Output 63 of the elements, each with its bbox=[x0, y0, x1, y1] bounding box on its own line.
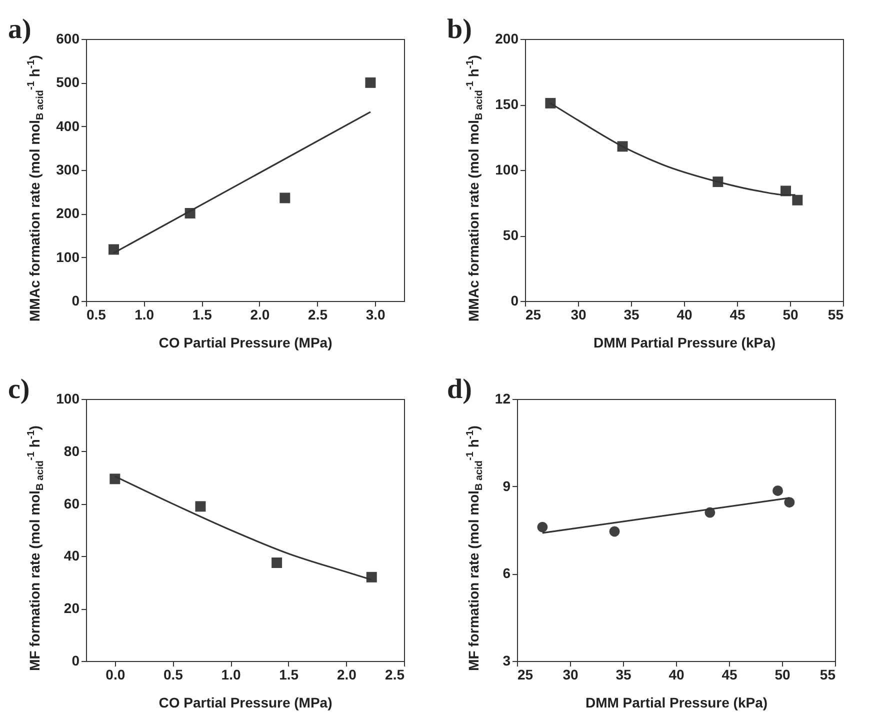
y-tick-label: 500 bbox=[56, 74, 80, 90]
y-tick-label: 0 bbox=[510, 292, 519, 308]
y-tick-label: 6 bbox=[502, 565, 511, 582]
y-tick-label: 150 bbox=[495, 96, 519, 112]
chart-title: a) bbox=[8, 14, 32, 46]
x-axis-title: CO Partial Pressure (MPa) bbox=[158, 694, 332, 710]
x-tick-label: 0.0 bbox=[106, 666, 126, 682]
x-tick-label: 40 bbox=[668, 666, 684, 682]
chart-title: d) bbox=[447, 374, 472, 406]
chart-title: b) bbox=[447, 14, 472, 46]
x-axis-title: CO Partial Pressure (MPa) bbox=[158, 334, 332, 350]
point bbox=[365, 77, 376, 88]
x-tick-label: 2.0 bbox=[250, 306, 270, 322]
x-axis-title: DMM Partial Pressure (kPa) bbox=[585, 694, 768, 710]
point bbox=[272, 558, 282, 568]
x-tick-label: 2.5 bbox=[308, 306, 328, 322]
x-tick-label: 1.5 bbox=[279, 666, 299, 682]
x-tick-label: 50 bbox=[782, 306, 798, 322]
y-tick-label: 300 bbox=[56, 162, 80, 178]
y-tick-label: 12 bbox=[494, 390, 511, 406]
point bbox=[195, 501, 206, 512]
x-tick-label: 50 bbox=[774, 666, 790, 682]
y-tick-label: 60 bbox=[64, 495, 80, 512]
x-tick-label: 30 bbox=[570, 306, 586, 322]
y-tick-label: 100 bbox=[56, 248, 80, 265]
x-tick-label: 0.5 bbox=[163, 666, 184, 682]
x-tick-label: 2.5 bbox=[385, 666, 405, 682]
y-tick-label: 0 bbox=[72, 652, 80, 668]
y-tick-label: 200 bbox=[56, 205, 80, 222]
y-tick-label: 400 bbox=[56, 118, 80, 134]
x-tick-label: 55 bbox=[820, 666, 836, 682]
x-tick-label: 40 bbox=[676, 306, 692, 322]
y-tick-label: 9 bbox=[502, 478, 511, 494]
y-tick-label: 3 bbox=[502, 652, 511, 668]
x-tick-label: 45 bbox=[730, 306, 746, 322]
y-tick-label: 0 bbox=[72, 292, 80, 308]
x-tick-label: 45 bbox=[722, 666, 738, 682]
y-tick-label: 80 bbox=[64, 442, 80, 459]
y-tick-label: 600 bbox=[56, 30, 80, 46]
x-tick-label: 30 bbox=[562, 666, 578, 682]
chart-title: c) bbox=[8, 374, 30, 406]
y-tick-label: 200 bbox=[495, 30, 519, 46]
point bbox=[366, 572, 377, 582]
y-tick-label: 40 bbox=[64, 548, 80, 564]
x-tick-label: 35 bbox=[624, 306, 640, 322]
point bbox=[108, 244, 119, 255]
point bbox=[280, 192, 290, 204]
x-tick-label: 1.0 bbox=[221, 666, 241, 682]
x-tick-label: 55 bbox=[828, 306, 844, 322]
y-tick-label: 20 bbox=[64, 600, 80, 616]
x-tick-label: 3.0 bbox=[366, 306, 386, 322]
x-tick-label: 35 bbox=[616, 666, 632, 682]
x-tick-label: 25 bbox=[518, 666, 534, 682]
y-tick-label: 50 bbox=[502, 227, 519, 243]
point bbox=[110, 474, 120, 484]
x-tick-label: 1.5 bbox=[192, 306, 212, 322]
y-tick-label: 100 bbox=[495, 162, 519, 178]
x-tick-label: 2.0 bbox=[336, 666, 357, 682]
x-axis-title: DMM Partial Pressure (kPa) bbox=[593, 334, 776, 350]
x-tick-label: 0.5 bbox=[86, 306, 106, 322]
x-tick-label: 1.0 bbox=[134, 306, 154, 322]
y-tick-label: 100 bbox=[56, 390, 80, 406]
x-tick-label: 25 bbox=[526, 306, 542, 322]
